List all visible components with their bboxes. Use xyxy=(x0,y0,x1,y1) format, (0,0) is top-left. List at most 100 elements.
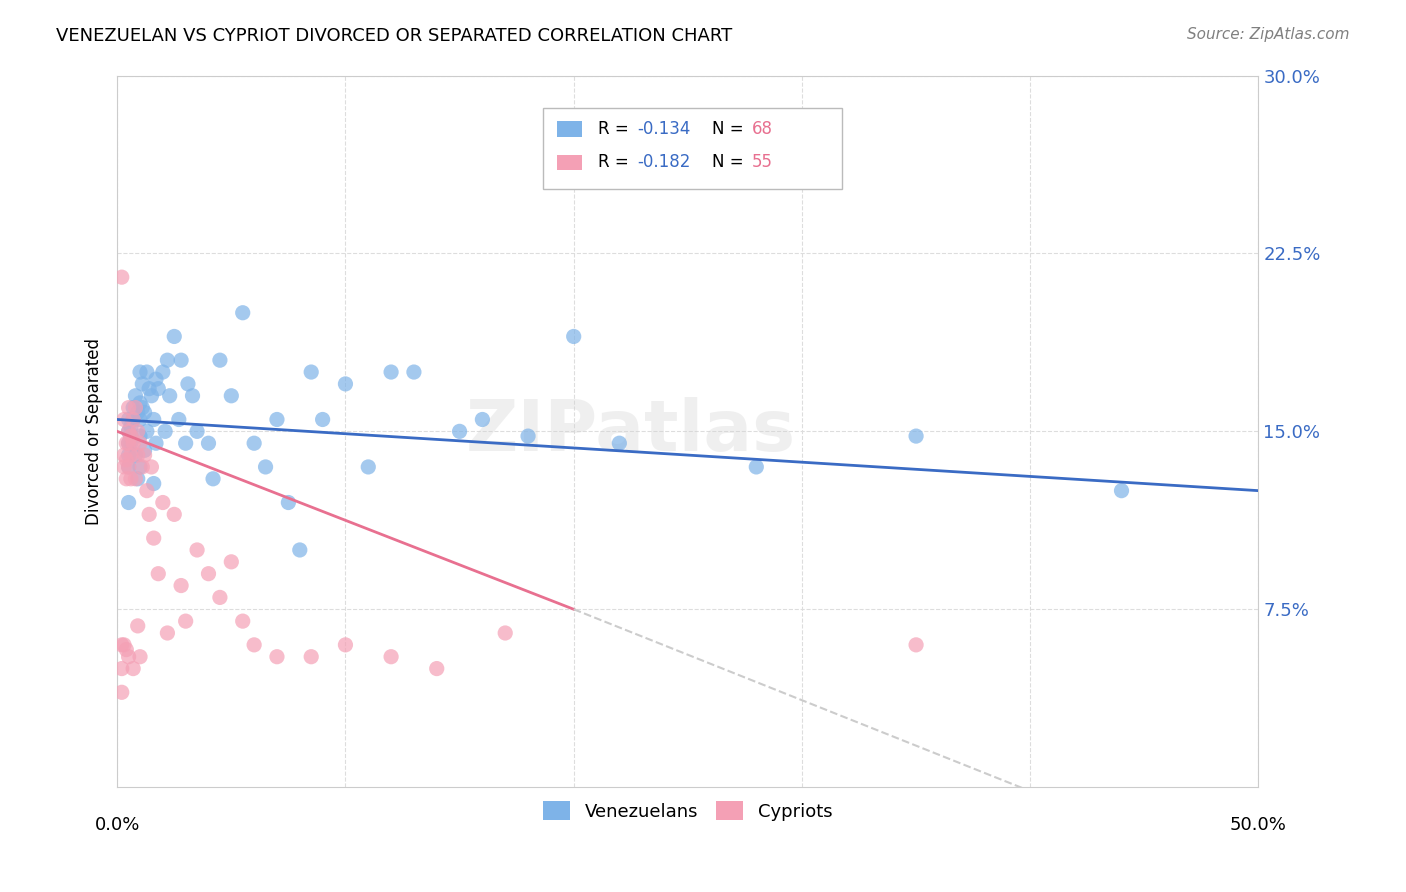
Point xyxy=(131,459,153,474)
Point xyxy=(142,412,165,426)
Point xyxy=(745,459,768,474)
Point xyxy=(117,401,139,415)
Point xyxy=(122,436,145,450)
Y-axis label: Divorced or Separated: Divorced or Separated xyxy=(86,338,103,524)
Text: ZIPatlas: ZIPatlas xyxy=(465,397,796,466)
Point xyxy=(122,401,145,415)
Legend: Venezuelans, Cypriots: Venezuelans, Cypriots xyxy=(536,794,839,828)
Point xyxy=(449,425,471,439)
Point xyxy=(138,382,160,396)
Point xyxy=(129,436,152,450)
Point xyxy=(145,436,167,450)
Point xyxy=(243,436,266,450)
Point xyxy=(232,306,254,320)
Point xyxy=(243,638,266,652)
FancyBboxPatch shape xyxy=(543,108,842,189)
Point xyxy=(111,685,134,699)
Point xyxy=(177,376,200,391)
Point xyxy=(129,649,152,664)
Point xyxy=(134,405,156,419)
Point xyxy=(197,566,219,581)
Point xyxy=(380,649,402,664)
Point xyxy=(127,472,149,486)
Point xyxy=(357,459,380,474)
Point xyxy=(152,495,174,509)
Point xyxy=(117,459,139,474)
Point xyxy=(299,365,322,379)
Text: R =: R = xyxy=(598,153,634,171)
Point xyxy=(311,412,333,426)
Point xyxy=(141,389,163,403)
Point xyxy=(221,389,243,403)
Point xyxy=(232,614,254,628)
Point xyxy=(127,619,149,633)
FancyBboxPatch shape xyxy=(557,154,582,170)
Text: 68: 68 xyxy=(752,120,773,138)
Point xyxy=(1111,483,1133,498)
Point xyxy=(111,662,134,676)
Point xyxy=(170,353,193,368)
Point xyxy=(120,436,142,450)
Point xyxy=(117,495,139,509)
Point xyxy=(131,376,153,391)
Point xyxy=(152,365,174,379)
Point xyxy=(426,662,449,676)
Point xyxy=(117,459,139,474)
Point xyxy=(141,459,163,474)
Point xyxy=(129,459,152,474)
Point xyxy=(159,389,181,403)
Point xyxy=(163,508,186,522)
Point xyxy=(129,396,152,410)
Point xyxy=(135,365,157,379)
Point xyxy=(120,472,142,486)
FancyBboxPatch shape xyxy=(557,121,582,136)
Point xyxy=(124,472,146,486)
Point xyxy=(117,425,139,439)
Point xyxy=(254,459,277,474)
Point xyxy=(129,365,152,379)
Point xyxy=(117,436,139,450)
Point xyxy=(117,436,139,450)
Point xyxy=(112,448,135,462)
Point xyxy=(115,452,138,467)
Point xyxy=(174,436,197,450)
Point xyxy=(208,591,231,605)
Point xyxy=(135,483,157,498)
Point xyxy=(905,638,928,652)
Point xyxy=(127,425,149,439)
Point xyxy=(156,353,179,368)
Point xyxy=(122,662,145,676)
Point xyxy=(174,614,197,628)
Text: 55: 55 xyxy=(752,153,773,171)
Point xyxy=(288,543,311,558)
Point xyxy=(471,412,494,426)
Point xyxy=(111,270,134,285)
Point xyxy=(138,508,160,522)
Point xyxy=(129,412,152,426)
Point xyxy=(127,405,149,419)
Point xyxy=(120,419,142,434)
Point xyxy=(266,649,288,664)
Point xyxy=(380,365,402,379)
Point xyxy=(131,401,153,415)
Point xyxy=(115,436,138,450)
Point xyxy=(120,429,142,443)
Point xyxy=(170,578,193,592)
Point xyxy=(335,376,357,391)
Point xyxy=(115,642,138,657)
Point xyxy=(111,638,134,652)
Point xyxy=(181,389,204,403)
Point xyxy=(117,425,139,439)
Point xyxy=(122,412,145,426)
Point xyxy=(335,638,357,652)
Text: VENEZUELAN VS CYPRIOT DIVORCED OR SEPARATED CORRELATION CHART: VENEZUELAN VS CYPRIOT DIVORCED OR SEPARA… xyxy=(56,27,733,45)
Point xyxy=(148,382,170,396)
Point xyxy=(163,329,186,343)
Point xyxy=(905,429,928,443)
Point xyxy=(202,472,225,486)
Point xyxy=(186,543,208,558)
Point xyxy=(134,443,156,458)
Point xyxy=(277,495,299,509)
Point xyxy=(156,626,179,640)
Point xyxy=(124,448,146,462)
